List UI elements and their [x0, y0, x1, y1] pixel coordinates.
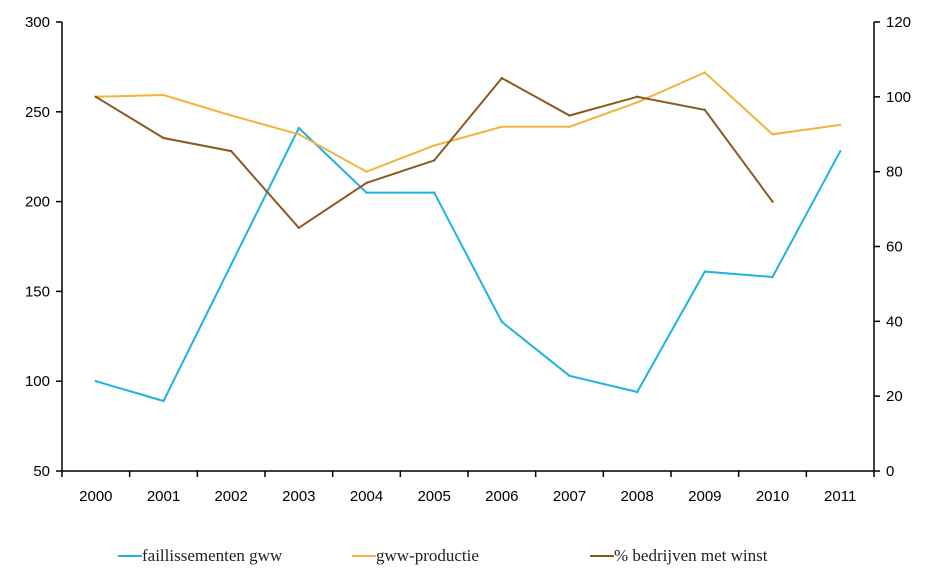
legend-label: faillissementen gww: [142, 546, 283, 565]
data-point: [703, 270, 707, 273]
data-point: [500, 320, 504, 324]
data-point: [500, 76, 504, 80]
y-right-tick-label: 40: [886, 313, 903, 330]
data-point: [365, 191, 368, 194]
x-tick-label: 2003: [282, 488, 315, 505]
data-point: [703, 71, 707, 74]
y-left-tick-label: 300: [25, 14, 50, 31]
series-line-1: [95, 126, 842, 403]
x-tick-label: 2010: [756, 488, 789, 505]
data-point: [635, 390, 639, 394]
data-point: [771, 200, 774, 203]
data-point: [297, 226, 301, 229]
data-point: [432, 159, 436, 162]
x-tick-label: 2004: [350, 488, 383, 505]
data-point: [838, 123, 842, 127]
x-tick-label: 2006: [485, 488, 518, 505]
data-point: [297, 126, 301, 130]
data-point: [838, 150, 842, 153]
x-tick-label: 2002: [214, 488, 247, 505]
x-tick-label: 2011: [824, 488, 856, 505]
data-point: [500, 125, 504, 128]
y-left-tick-label: 150: [25, 283, 50, 300]
data-point: [162, 93, 165, 97]
legend-label: % bedrijven met winst: [614, 546, 768, 565]
y-right-tick-label: 120: [886, 14, 911, 31]
data-point: [635, 101, 639, 104]
data-point: [568, 114, 571, 117]
data-point: [568, 125, 571, 128]
series-lines: [94, 71, 842, 403]
series-line-2: [95, 71, 841, 173]
legend-label: gww-productie: [376, 546, 479, 565]
y-right-tick-label: 20: [886, 388, 903, 405]
x-tick-label: 2009: [688, 488, 721, 505]
data-point: [568, 374, 571, 378]
data-point: [162, 136, 165, 140]
tick-labels: 50 100 150 200 250 300 0 20 40 60 80 100 120 2000 2001…: [25, 14, 911, 505]
x-tick-label: 2001: [147, 488, 180, 505]
y-right-tick-label: 60: [886, 239, 903, 256]
x-tick-label: 2005: [417, 488, 450, 505]
data-point: [703, 108, 707, 112]
legend: faillissementen gww gww-productie % bedrij…: [118, 546, 768, 565]
data-point: [94, 380, 98, 383]
data-point: [635, 95, 639, 99]
y-left-tick-label: 250: [25, 104, 50, 121]
data-point: [432, 191, 436, 194]
y-right-tick-label: 80: [886, 164, 903, 181]
x-tick-label: 2007: [553, 488, 586, 505]
data-point: [229, 114, 233, 117]
data-point: [94, 95, 98, 99]
y-left-tick-label: 50: [33, 463, 50, 480]
series-line-3: [95, 76, 774, 230]
y-left-tick-label: 200: [25, 194, 50, 211]
data-point: [229, 149, 233, 153]
data-point: [365, 181, 368, 185]
data-point: [432, 144, 436, 147]
y-right-tick-label: 0: [886, 463, 894, 480]
x-tick-label: 2000: [79, 488, 112, 505]
data-point: [365, 170, 368, 173]
data-point: [229, 263, 233, 266]
y-right-tick-label: 100: [886, 89, 911, 106]
data-point: [771, 275, 774, 279]
axes: [56, 21, 880, 477]
data-point: [162, 399, 165, 403]
y-left-tick-label: 100: [25, 373, 50, 390]
data-point: [771, 133, 774, 136]
x-tick-label: 2008: [620, 488, 653, 505]
data-point: [297, 133, 301, 136]
